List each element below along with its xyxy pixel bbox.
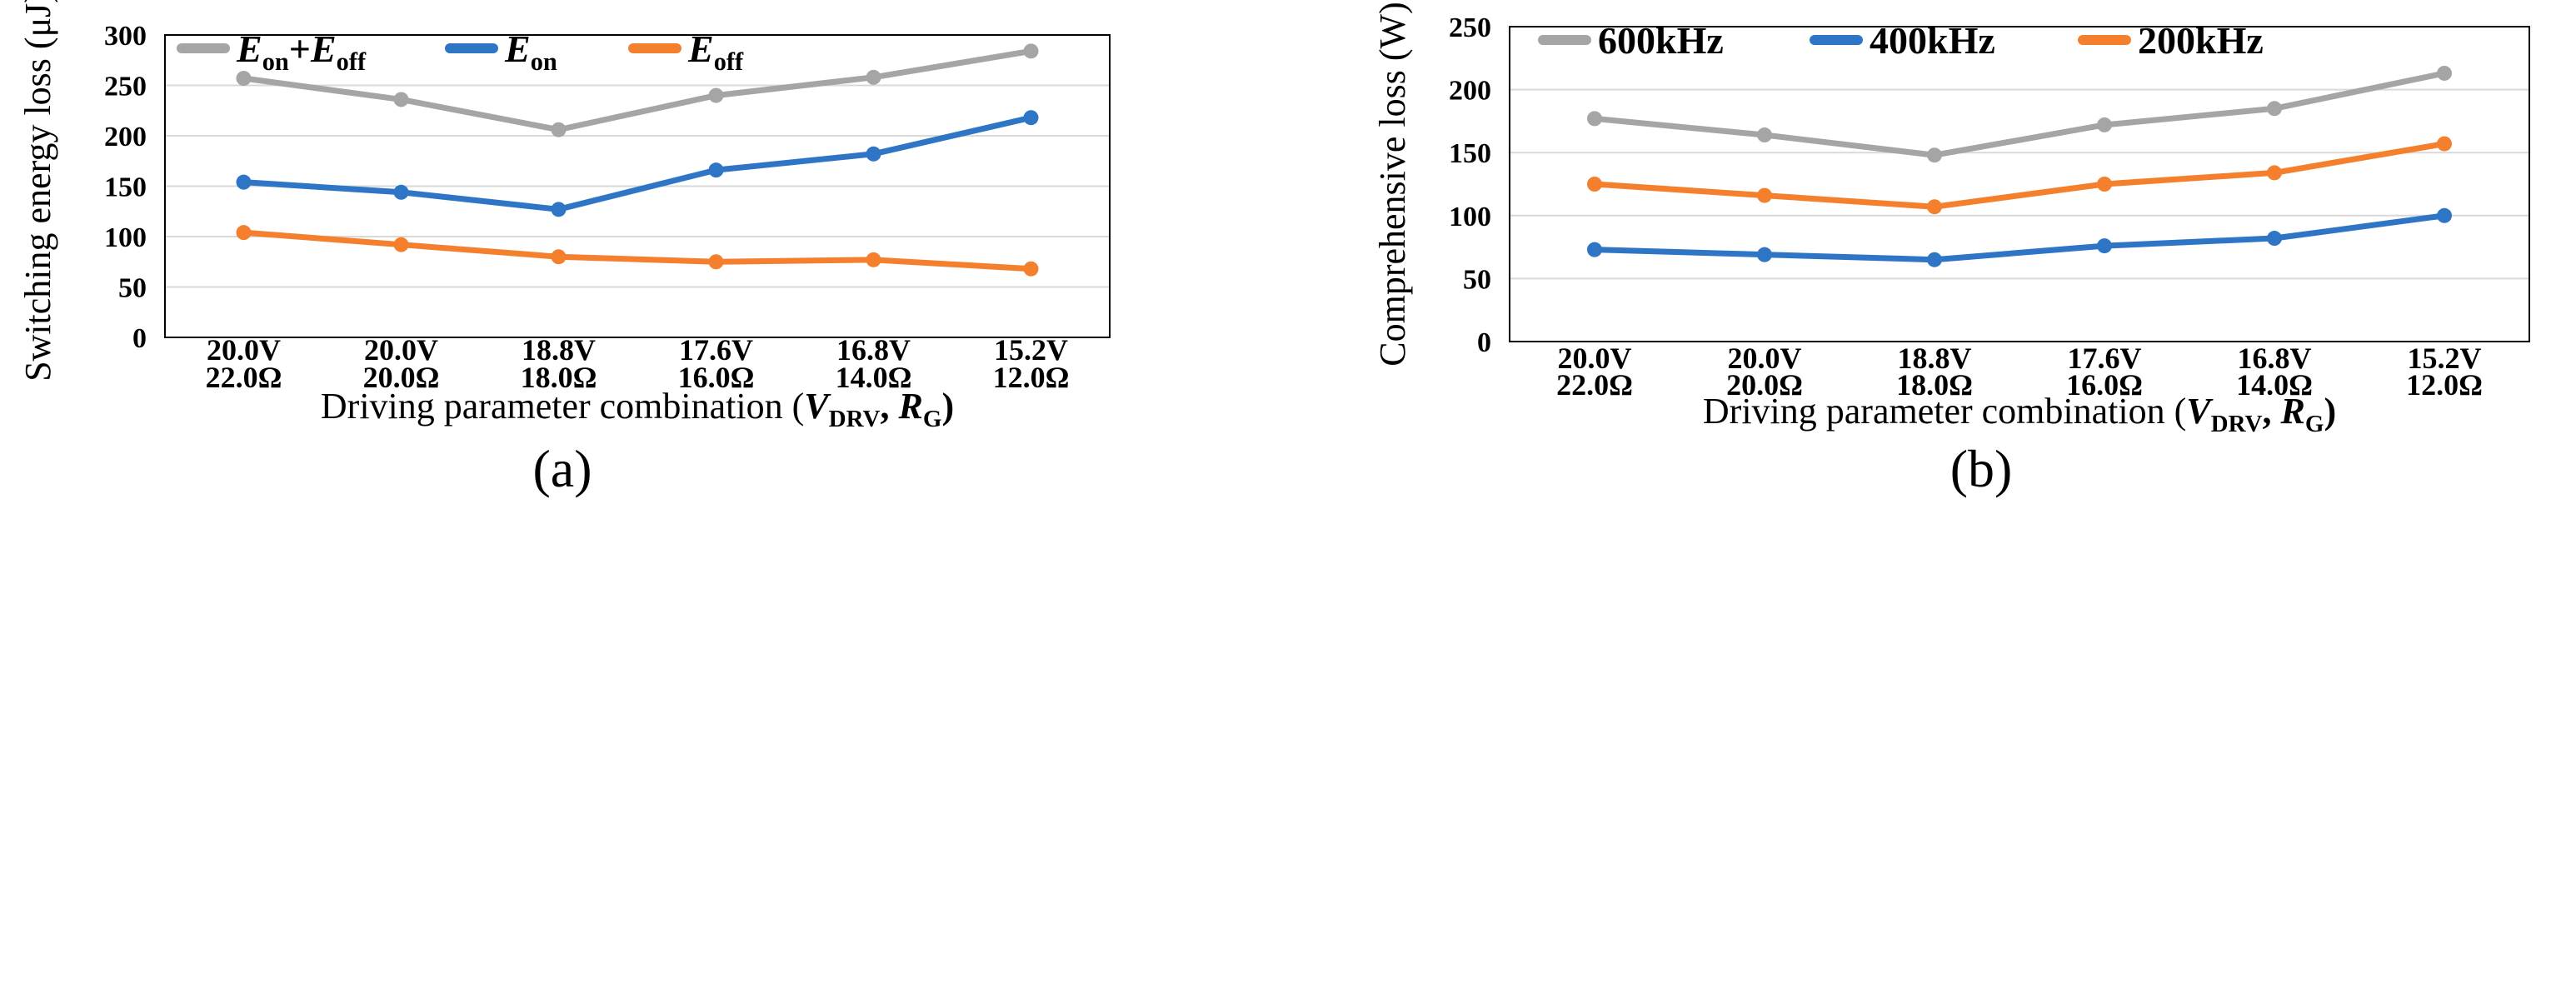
x-tick-label: 12.0Ω	[993, 361, 1070, 394]
y-tick-label: 200	[104, 122, 147, 152]
data-point	[708, 254, 724, 270]
data-point	[2437, 65, 2452, 81]
x-tick-label: 20.0V	[1558, 342, 1632, 375]
x-tick-label: 17.6V	[2068, 342, 2142, 375]
plot-area	[164, 34, 1111, 338]
data-point	[1587, 111, 1602, 127]
x-tick-label: 14.0Ω	[2236, 368, 2313, 402]
x-tick-label: 18.8V	[522, 333, 596, 367]
data-point	[2097, 238, 2112, 254]
x-axis-label: Driving parameter combination (VDRV, RG)	[321, 386, 954, 432]
series-line	[241, 47, 1034, 133]
data-point	[1587, 242, 1602, 257]
y-tick-label: 50	[1463, 264, 1491, 295]
data-point	[2437, 207, 2452, 223]
x-tick-label: 15.2V	[994, 333, 1068, 367]
series-line	[241, 229, 1034, 272]
x-tick-label: 16.8V	[836, 333, 911, 367]
y-tick-label: 250	[104, 72, 147, 102]
data-point	[393, 237, 409, 252]
legend-label: Eon	[504, 27, 557, 76]
y-axis-label: Comprehensive loss (W)	[1372, 2, 1413, 366]
y-tick-label: 250	[1449, 12, 1491, 43]
x-tick-label: 22.0Ω	[1556, 368, 1633, 402]
y-tick-label: 200	[1449, 76, 1491, 107]
data-point	[866, 146, 881, 162]
panel-label: (b)	[1950, 439, 2013, 498]
x-tick-label: 18.0Ω	[521, 361, 597, 394]
data-point	[1023, 43, 1039, 59]
data-point	[551, 122, 567, 137]
y-tick-label: 100	[1449, 202, 1491, 232]
data-point	[1757, 127, 1772, 143]
y-tick-label: 100	[104, 222, 147, 253]
y-tick-label: 150	[104, 172, 147, 203]
x-tick-label: 18.8V	[1898, 342, 1972, 375]
series-line	[1591, 70, 2448, 158]
x-tick-label: 18.0Ω	[1896, 368, 1973, 402]
y-tick-label: 0	[132, 323, 147, 354]
x-tick-label: 12.0Ω	[2406, 368, 2483, 402]
x-tick-label: 16.0Ω	[2066, 368, 2143, 402]
panel-label: (a)	[532, 439, 592, 498]
data-point	[1587, 177, 1602, 192]
x-tick-label: 16.0Ω	[678, 361, 755, 394]
x-tick-label: 14.0Ω	[836, 361, 912, 394]
legend-label: 200kHz	[2138, 19, 2264, 62]
data-point	[236, 225, 252, 241]
y-tick-label: 150	[1449, 138, 1491, 169]
x-tick-label: 20.0V	[364, 333, 438, 367]
x-tick-label: 20.0Ω	[363, 361, 440, 394]
legend-label: 600kHz	[1598, 19, 1724, 62]
data-point	[1927, 252, 1942, 267]
y-axis-label: Switching energy loss (μJ)	[17, 0, 58, 382]
data-point	[2097, 117, 2112, 132]
data-point	[1757, 187, 1772, 203]
series-line	[1591, 141, 2448, 210]
data-point	[2437, 136, 2452, 152]
data-point	[708, 162, 724, 178]
legend-label: Eon+Eoff	[236, 27, 367, 76]
series-line	[1591, 212, 2448, 263]
data-point	[236, 174, 252, 190]
chart-a: 05010015020025030020.0V22.0Ω20.0V20.0Ω18…	[17, 0, 1111, 498]
data-point	[2267, 231, 2282, 247]
data-point	[2267, 165, 2282, 181]
y-tick-label: 300	[104, 21, 147, 52]
data-point	[2267, 101, 2282, 117]
series-line	[241, 114, 1034, 212]
chart-b: 05010015020025020.0V22.0Ω20.0V20.0Ω18.8V…	[1372, 2, 2530, 498]
data-point	[1023, 261, 1039, 277]
data-point	[551, 202, 567, 217]
data-point	[2097, 177, 2112, 192]
legend-label: 400kHz	[1870, 19, 1995, 62]
data-point	[866, 69, 881, 85]
x-tick-label: 15.2V	[2408, 342, 2482, 375]
data-point	[866, 252, 881, 267]
data-point	[708, 87, 724, 103]
y-tick-label: 50	[118, 273, 147, 304]
data-point	[1023, 110, 1039, 126]
x-tick-label: 16.8V	[2238, 342, 2312, 375]
data-point	[551, 249, 567, 265]
x-axis-label: Driving parameter combination (VDRV, RG)	[1703, 391, 2336, 437]
data-point	[1757, 247, 1772, 262]
legend-label: Eoff	[687, 27, 744, 76]
y-tick-label: 0	[1477, 327, 1491, 358]
data-point	[1927, 147, 1942, 163]
x-tick-label: 20.0Ω	[1726, 368, 1803, 402]
data-point	[236, 71, 252, 87]
x-tick-label: 20.0V	[207, 333, 281, 367]
x-tick-label: 22.0Ω	[206, 361, 282, 394]
x-tick-label: 20.0V	[1728, 342, 1802, 375]
data-point	[1927, 199, 1942, 215]
data-point	[393, 92, 409, 107]
data-point	[393, 184, 409, 200]
plot-area	[1509, 26, 2530, 342]
x-tick-label: 17.6V	[679, 333, 753, 367]
